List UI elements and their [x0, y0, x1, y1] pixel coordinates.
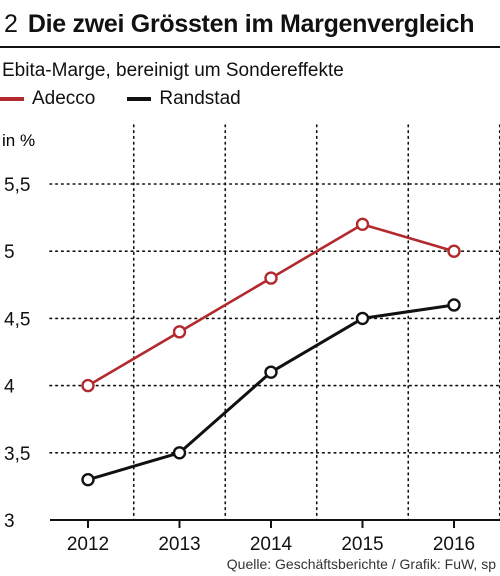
data-point-adecco [447, 244, 461, 258]
x-tick-label: 2014 [250, 534, 293, 555]
legend-label-randstad: Randstad [159, 88, 241, 109]
data-point-adecco [172, 325, 187, 339]
y-tick-label: 5 [4, 242, 15, 263]
data-point-adecco [355, 217, 370, 232]
series [81, 217, 461, 487]
x-tick-label: 2012 [67, 534, 109, 555]
axes: 3 3,5 4 4,5 5 5,5 2012 2013 2014 2015 2016 [4, 175, 500, 555]
data-point-adecco [264, 271, 278, 285]
source-note: Quelle: Geschäftsberichte / Grafik: FuW,… [226, 556, 496, 572]
data-point-adecco [81, 378, 95, 393]
figure-number: 2 [4, 10, 18, 38]
title-row: 2 Die zwei Grössten im Margenvergleich [4, 10, 475, 39]
legend-label-adecco: Adecco [32, 88, 96, 109]
y-tick-label: 3 [4, 511, 15, 532]
series-line-adecco [87, 223, 455, 387]
chart-subtitle: Ebita-Marge, bereinigt um Sondereffekte [2, 60, 344, 81]
legend-item-randstad: Randstad [127, 88, 241, 110]
title-divider [0, 46, 500, 48]
data-point-randstad [447, 298, 461, 312]
y-tick-label: 4,5 [4, 309, 30, 330]
data-point-randstad [81, 472, 95, 487]
x-tick-label: 2015 [341, 534, 383, 555]
legend-item-adecco: Adecco [0, 88, 95, 110]
grid [49, 124, 500, 521]
data-point-randstad [172, 446, 187, 460]
y-tick-label: 3,5 [4, 444, 30, 465]
legend-swatch-randstad [127, 97, 152, 101]
x-tick-label: 2013 [158, 534, 200, 555]
data-point-randstad [264, 365, 278, 379]
legend: Adecco Randstad [0, 88, 273, 110]
y-tick-label: 4 [4, 377, 15, 398]
legend-swatch-adecco [0, 97, 24, 101]
x-tick-label: 2016 [433, 534, 475, 555]
y-tick-label: 5,5 [4, 175, 30, 196]
chart-title: Die zwei Grössten im Margenvergleich [27, 10, 475, 38]
data-point-randstad [355, 311, 370, 326]
y-axis-unit-label: in % [2, 131, 35, 150]
